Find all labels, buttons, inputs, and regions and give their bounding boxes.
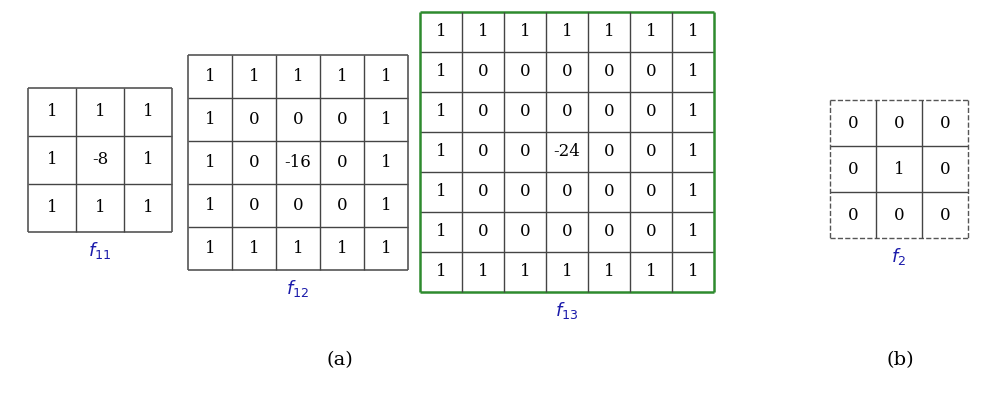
Text: 0: 0 (478, 223, 488, 241)
Text: 0: 0 (520, 63, 530, 81)
Text: 0: 0 (604, 103, 614, 120)
Text: 0: 0 (293, 197, 303, 214)
Text: 1: 1 (604, 263, 614, 280)
Text: 1: 1 (688, 263, 698, 280)
Text: 1: 1 (478, 24, 488, 41)
Text: 0: 0 (646, 144, 656, 160)
Text: 0: 0 (894, 206, 904, 223)
Text: 0: 0 (940, 114, 950, 131)
Text: 1: 1 (436, 24, 446, 41)
Text: 1: 1 (520, 24, 530, 41)
Text: 0: 0 (848, 206, 858, 223)
Text: $f_{12}$: $f_{12}$ (286, 278, 310, 299)
Text: 1: 1 (381, 111, 391, 128)
Text: 1: 1 (894, 160, 904, 177)
Text: 0: 0 (337, 111, 347, 128)
Text: 1: 1 (205, 111, 215, 128)
Text: -16: -16 (285, 154, 311, 171)
Text: 1: 1 (562, 263, 572, 280)
Text: 1: 1 (205, 68, 215, 85)
Text: 1: 1 (520, 263, 530, 280)
Text: 0: 0 (249, 197, 259, 214)
Text: 0: 0 (848, 160, 858, 177)
Text: 1: 1 (688, 144, 698, 160)
Text: 1: 1 (143, 103, 153, 120)
Text: 0: 0 (562, 223, 572, 241)
Text: 0: 0 (520, 184, 530, 201)
Text: 0: 0 (848, 114, 858, 131)
Text: -24: -24 (554, 144, 580, 160)
Text: 1: 1 (47, 103, 57, 120)
Text: 1: 1 (249, 68, 259, 85)
Text: 1: 1 (646, 24, 656, 41)
Text: 1: 1 (205, 240, 215, 257)
Text: 1: 1 (205, 197, 215, 214)
Text: 1: 1 (562, 24, 572, 41)
Text: 0: 0 (646, 223, 656, 241)
Text: 0: 0 (337, 154, 347, 171)
Text: 0: 0 (520, 144, 530, 160)
Text: 1: 1 (143, 151, 153, 168)
Text: -8: -8 (92, 151, 108, 168)
Text: 1: 1 (337, 240, 347, 257)
Text: 0: 0 (337, 197, 347, 214)
Text: 1: 1 (604, 24, 614, 41)
Text: 1: 1 (436, 103, 446, 120)
Text: 1: 1 (646, 263, 656, 280)
Text: 0: 0 (562, 184, 572, 201)
Text: 1: 1 (688, 24, 698, 41)
Text: 1: 1 (95, 103, 105, 120)
Text: 1: 1 (688, 63, 698, 81)
Text: 1: 1 (95, 199, 105, 217)
Text: 0: 0 (604, 144, 614, 160)
Text: 0: 0 (520, 103, 530, 120)
Text: 1: 1 (293, 68, 303, 85)
Text: 1: 1 (381, 197, 391, 214)
Text: 0: 0 (646, 63, 656, 81)
Text: 1: 1 (478, 263, 488, 280)
Text: 1: 1 (381, 240, 391, 257)
Text: 1: 1 (436, 184, 446, 201)
Text: 0: 0 (646, 184, 656, 201)
Text: 1: 1 (688, 103, 698, 120)
Text: $f_2$: $f_2$ (891, 246, 907, 267)
Text: 0: 0 (940, 206, 950, 223)
Text: 1: 1 (381, 154, 391, 171)
Text: 1: 1 (47, 151, 57, 168)
Text: 0: 0 (604, 184, 614, 201)
Text: 0: 0 (894, 114, 904, 131)
Text: 1: 1 (143, 199, 153, 217)
Text: 1: 1 (436, 263, 446, 280)
Text: 1: 1 (381, 68, 391, 85)
Text: 1: 1 (293, 240, 303, 257)
Text: 1: 1 (436, 223, 446, 241)
Text: 1: 1 (205, 154, 215, 171)
Text: 1: 1 (688, 184, 698, 201)
Text: 0: 0 (940, 160, 950, 177)
Text: 0: 0 (604, 223, 614, 241)
Text: 0: 0 (293, 111, 303, 128)
Text: 0: 0 (478, 184, 488, 201)
Text: 0: 0 (646, 103, 656, 120)
Text: 1: 1 (688, 223, 698, 241)
Text: 1: 1 (436, 144, 446, 160)
Text: 0: 0 (604, 63, 614, 81)
Text: $f_{13}$: $f_{13}$ (555, 300, 579, 321)
Text: 1: 1 (47, 199, 57, 217)
Text: 0: 0 (520, 223, 530, 241)
Text: 0: 0 (478, 63, 488, 81)
Text: 0: 0 (562, 103, 572, 120)
Text: 1: 1 (337, 68, 347, 85)
Text: $f_{11}$: $f_{11}$ (88, 240, 112, 261)
Text: 0: 0 (249, 154, 259, 171)
Text: 0: 0 (562, 63, 572, 81)
Text: 0: 0 (249, 111, 259, 128)
Text: 0: 0 (478, 144, 488, 160)
Text: 1: 1 (249, 240, 259, 257)
Text: 0: 0 (478, 103, 488, 120)
Text: (a): (a) (327, 351, 353, 369)
Text: 1: 1 (436, 63, 446, 81)
Text: (b): (b) (886, 351, 914, 369)
